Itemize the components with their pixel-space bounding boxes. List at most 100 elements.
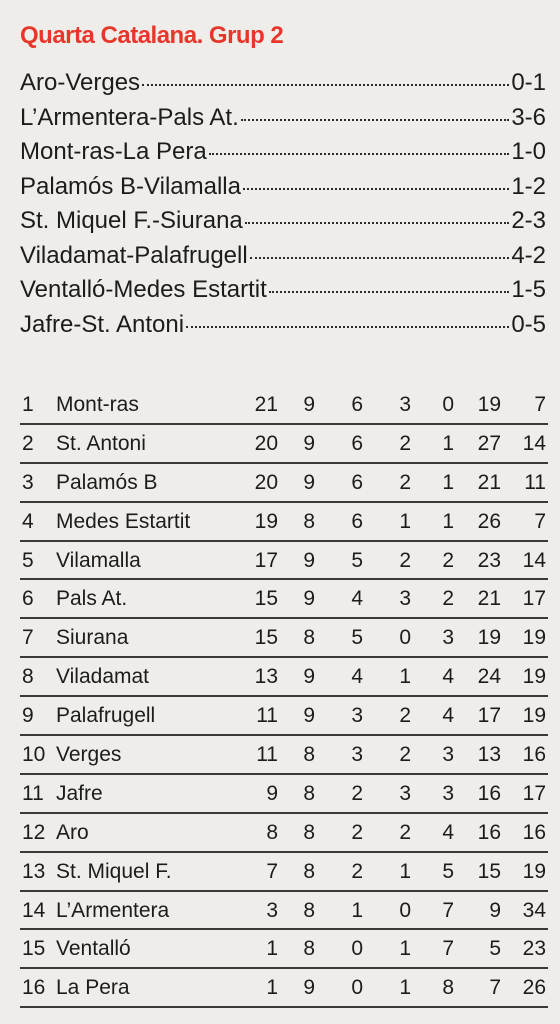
drawn: 0	[399, 626, 411, 650]
points: 13	[254, 665, 278, 689]
match-name: Mont-ras-La Pera	[20, 138, 207, 165]
match-name: Jafre-St. Antoni	[20, 310, 185, 338]
standings-row: 11 Jafre 9 8 2 3 3 16 17	[20, 775, 548, 814]
goals-for: 27	[477, 431, 501, 455]
drawn: 2	[399, 743, 411, 767]
dot-leader	[240, 118, 510, 121]
won: 3	[351, 743, 363, 767]
drawn: 1	[399, 937, 411, 961]
won: 5	[351, 626, 363, 650]
points: 15	[254, 626, 278, 650]
goals-against: 16	[522, 820, 546, 844]
won: 2	[351, 781, 363, 805]
dot-leader	[142, 84, 510, 86]
team-name: St. Antoni	[56, 431, 146, 455]
played: 9	[303, 704, 315, 728]
standings-table: 1 Mont-ras 21 9 6 3 0 19 7 2 St. Antoni 20 9 6 2 1 27 14 3…	[20, 386, 548, 1009]
team-name: Pals At.	[56, 587, 128, 611]
played: 9	[303, 665, 315, 689]
position: 1	[22, 393, 34, 416]
played: 8	[303, 626, 315, 650]
standings-row: 9 Palafrugell 11 9 3 2 4 17 19	[20, 697, 548, 737]
lost: 4	[442, 665, 454, 689]
team-name: L’Armentera	[56, 898, 170, 922]
standings-row: 3 Palamós B 20 9 6 2 1 21 11	[20, 464, 548, 503]
standings-row: 10 Verges 11 8 3 2 3 13 16	[20, 736, 548, 775]
match-score: 3-6	[511, 103, 546, 131]
won: 6	[351, 509, 363, 533]
drawn: 3	[399, 393, 411, 416]
match-name: Viladamat-Palafrugell	[20, 241, 248, 269]
standings-row: 6 Pals At. 15 9 4 3 2 21 17	[20, 580, 548, 620]
won: 6	[351, 431, 363, 455]
team-name: Jafre	[56, 781, 103, 805]
played: 9	[303, 470, 315, 494]
position: 3	[22, 470, 34, 494]
won: 3	[351, 704, 363, 728]
goals-against: 11	[524, 470, 546, 494]
result-row: Viladamat-Palafrugell 4-2	[20, 239, 546, 274]
result-row: Aro-Verges 0-1	[20, 66, 546, 101]
goals-against: 7	[534, 393, 546, 416]
points: 8	[266, 820, 278, 844]
won: 0	[351, 937, 363, 961]
match-name: St. Miquel F.-Siurana	[20, 207, 243, 234]
played: 8	[303, 509, 315, 533]
played: 9	[303, 548, 315, 572]
lost: 5	[442, 859, 454, 883]
goals-against: 19	[522, 665, 546, 689]
position: 8	[22, 665, 34, 689]
team-name: Mont-ras	[56, 393, 139, 416]
match-name: L’Armentera-Pals At.	[20, 103, 239, 131]
goals-against: 23	[522, 937, 546, 961]
match-score: 1-0	[511, 138, 546, 165]
position: 11	[22, 781, 44, 805]
team-name: Vilamalla	[56, 548, 141, 572]
drawn: 2	[399, 548, 411, 572]
drawn: 2	[399, 704, 411, 728]
position: 15	[22, 937, 46, 961]
standings-row: 8 Viladamat 13 9 4 1 4 24 19	[20, 658, 548, 698]
points: 20	[254, 431, 278, 455]
standings-row: 1 Mont-ras 21 9 6 3 0 19 7	[20, 386, 548, 425]
result-row: Palamós B-Vilamalla 1-2	[20, 170, 546, 205]
match-score: 0-1	[511, 69, 546, 96]
drawn: 1	[399, 976, 411, 1000]
standings-row: 4 Medes Estartit 19 8 6 1 1 26 7	[20, 503, 548, 542]
position: 10	[22, 743, 46, 767]
points: 19	[254, 509, 278, 533]
lost: 1	[442, 509, 454, 533]
team-name: St. Miquel F.	[56, 859, 172, 883]
position: 2	[22, 431, 34, 455]
drawn: 0	[399, 898, 411, 922]
points: 11	[256, 743, 278, 767]
dot-leader	[208, 153, 510, 155]
drawn: 1	[399, 509, 411, 533]
goals-for: 15	[477, 859, 501, 883]
position: 5	[22, 548, 34, 572]
standings-row: 7 Siurana 15 8 5 0 3 19 19	[20, 619, 548, 659]
position: 9	[22, 704, 34, 728]
points: 1	[266, 976, 278, 1000]
won: 2	[351, 859, 363, 883]
standings-row: 2 St. Antoni 20 9 6 2 1 27 14	[20, 425, 548, 464]
goals-for: 21	[477, 470, 501, 494]
goals-against: 17	[522, 781, 546, 805]
standings-row: 16 La Pera 1 9 0 1 8 7 26	[20, 969, 548, 1009]
goals-against: 17	[522, 587, 546, 611]
won: 5	[351, 548, 363, 572]
played: 9	[303, 431, 315, 455]
lost: 3	[442, 743, 454, 767]
drawn: 1	[399, 859, 411, 883]
position: 12	[22, 820, 46, 844]
points: 7	[266, 859, 278, 883]
team-name: La Pera	[56, 976, 130, 1000]
goals-for: 16	[477, 820, 501, 844]
won: 4	[351, 665, 363, 689]
standings-row: 14 L’Armentera 3 8 1 0 7 9 34	[20, 892, 548, 931]
match-name: Palamós B-Vilamalla	[20, 172, 241, 200]
won: 4	[351, 587, 363, 611]
lost: 1	[442, 470, 454, 494]
goals-against: 19	[522, 704, 546, 728]
